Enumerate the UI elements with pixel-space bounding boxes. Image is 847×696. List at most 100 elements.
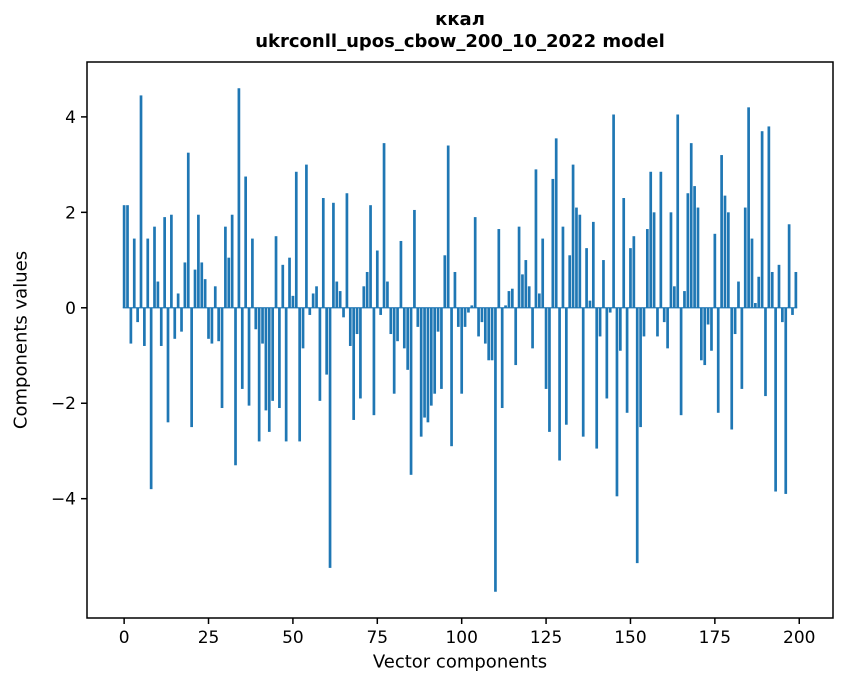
bar xyxy=(274,236,278,308)
bar xyxy=(527,286,531,308)
bar xyxy=(220,307,224,409)
bar xyxy=(203,279,207,308)
bar xyxy=(200,262,204,308)
bar xyxy=(278,307,281,409)
bar xyxy=(342,307,345,318)
bar xyxy=(578,214,582,308)
bar xyxy=(588,300,592,308)
bar xyxy=(737,281,740,308)
bar xyxy=(264,307,268,411)
bar xyxy=(767,126,771,308)
bar xyxy=(497,229,501,308)
bar xyxy=(581,307,585,437)
bar xyxy=(146,238,150,308)
bar xyxy=(473,217,477,308)
bar xyxy=(372,307,376,416)
bar xyxy=(396,307,399,342)
bar xyxy=(170,214,173,308)
bar xyxy=(757,276,761,308)
x-tick-label: 150 xyxy=(614,628,646,648)
bar xyxy=(163,217,166,308)
bar xyxy=(686,193,690,308)
x-tick-label: 75 xyxy=(366,628,388,648)
bar xyxy=(328,307,332,568)
x-tick-label: 200 xyxy=(783,628,815,648)
bar xyxy=(392,307,396,394)
bar xyxy=(355,307,359,335)
bar xyxy=(450,307,453,447)
bar xyxy=(294,171,298,308)
axes-frame xyxy=(86,61,834,619)
bar xyxy=(402,307,406,349)
bar xyxy=(517,226,521,308)
bar xyxy=(642,307,646,337)
x-tick-label: 25 xyxy=(198,628,220,648)
bar xyxy=(554,138,558,308)
bar xyxy=(234,307,237,466)
bar xyxy=(365,271,369,308)
bar xyxy=(173,307,177,339)
bar xyxy=(227,257,231,308)
bar xyxy=(521,274,524,308)
bar xyxy=(463,307,467,327)
bar xyxy=(460,307,464,394)
bar xyxy=(649,171,653,308)
bar xyxy=(423,307,426,418)
bar xyxy=(348,307,352,346)
bar xyxy=(213,286,217,308)
x-tick-label: 0 xyxy=(119,628,130,648)
bar xyxy=(186,152,190,308)
bar xyxy=(781,307,784,323)
bar xyxy=(514,307,518,366)
bar xyxy=(453,271,457,308)
bar xyxy=(777,264,781,308)
bar xyxy=(713,233,717,308)
bar xyxy=(598,307,602,337)
bar xyxy=(197,214,200,308)
bar xyxy=(531,307,534,349)
bar xyxy=(693,186,696,308)
bar xyxy=(149,307,153,490)
bar xyxy=(176,293,180,308)
bar xyxy=(716,307,720,413)
bar xyxy=(409,307,413,475)
bar xyxy=(683,291,686,308)
bar xyxy=(305,164,308,308)
bar xyxy=(369,205,372,308)
x-tick-label: 125 xyxy=(530,628,562,648)
bar xyxy=(251,238,254,308)
bar xyxy=(791,307,794,315)
bar xyxy=(477,307,480,337)
bar xyxy=(673,286,676,308)
bar xyxy=(254,307,258,330)
bar xyxy=(139,95,143,308)
bar xyxy=(504,305,507,308)
bar xyxy=(760,131,764,308)
bar xyxy=(676,114,680,308)
y-tick-label: −2 xyxy=(51,394,76,414)
bar xyxy=(544,307,548,389)
y-tick-label: 0 xyxy=(65,299,76,319)
bar xyxy=(743,207,747,308)
bar xyxy=(153,226,156,308)
bar xyxy=(156,281,160,308)
bar xyxy=(490,307,494,361)
bar xyxy=(440,307,443,389)
bar xyxy=(193,269,197,308)
bar xyxy=(284,307,288,442)
bar xyxy=(608,307,612,313)
bar xyxy=(629,248,632,308)
bar xyxy=(433,307,437,394)
x-tick-label: 100 xyxy=(445,628,477,648)
bar xyxy=(524,260,528,308)
bar xyxy=(645,229,649,308)
bar xyxy=(143,307,146,346)
bar xyxy=(622,198,626,308)
bar xyxy=(467,307,470,313)
bar xyxy=(446,145,450,308)
bar xyxy=(571,164,575,308)
bar xyxy=(764,307,767,397)
bar xyxy=(662,307,666,323)
